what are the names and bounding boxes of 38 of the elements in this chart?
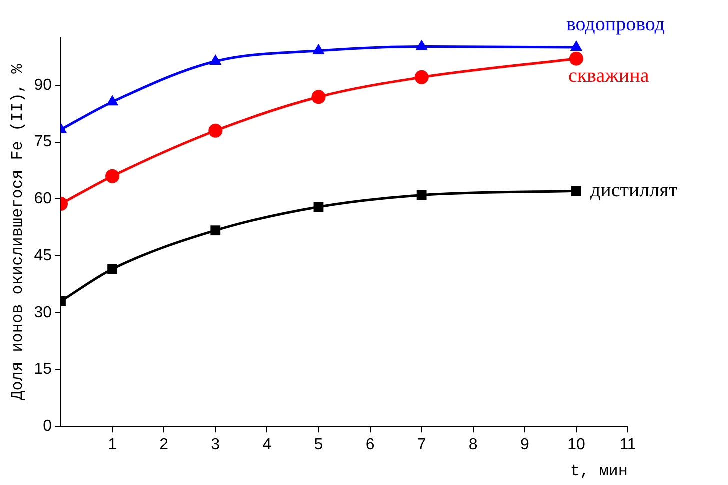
point <box>314 202 324 212</box>
x-axis-title: t, мин <box>570 462 628 481</box>
y-tick-label: 45 <box>34 247 52 264</box>
y-tick-label: 75 <box>34 134 52 151</box>
series-label: скважина <box>568 65 650 88</box>
x-tick-label: 8 <box>468 436 478 454</box>
point <box>414 70 429 84</box>
x-tick-label: 7 <box>417 436 426 454</box>
point <box>106 169 120 184</box>
x-tick-label: 5 <box>314 436 324 454</box>
point <box>208 124 223 138</box>
y-tick-label: 0 <box>43 418 52 436</box>
point <box>210 54 222 66</box>
point <box>210 226 221 236</box>
x-tick-label: 2 <box>160 436 169 454</box>
x-tick-label: 11 <box>620 436 636 454</box>
point <box>108 264 118 274</box>
x-tick-label: 1 <box>108 436 118 454</box>
point <box>106 95 119 106</box>
y-tick-label: 90 <box>34 76 52 94</box>
x-tick-label: 10 <box>568 436 586 454</box>
point <box>572 186 582 196</box>
y-axis-title: Доля ионов окислившегося Fe (II), % <box>8 64 27 400</box>
x-tick-label: 4 <box>262 436 272 454</box>
y-tick-label: 60 <box>34 190 52 208</box>
x-tick-label: 6 <box>366 436 375 454</box>
y-tick-label: 15 <box>34 361 52 378</box>
point <box>570 40 583 51</box>
point <box>312 90 326 104</box>
series-label: водопровод <box>566 14 665 36</box>
series-label: дистиллят <box>590 179 678 202</box>
point <box>312 44 325 54</box>
x-tick-label: 9 <box>520 436 530 454</box>
point <box>569 52 584 66</box>
point <box>416 40 428 50</box>
x-tick-label: 3 <box>211 436 220 454</box>
point <box>416 190 427 200</box>
y-tick-label: 30 <box>34 304 52 322</box>
